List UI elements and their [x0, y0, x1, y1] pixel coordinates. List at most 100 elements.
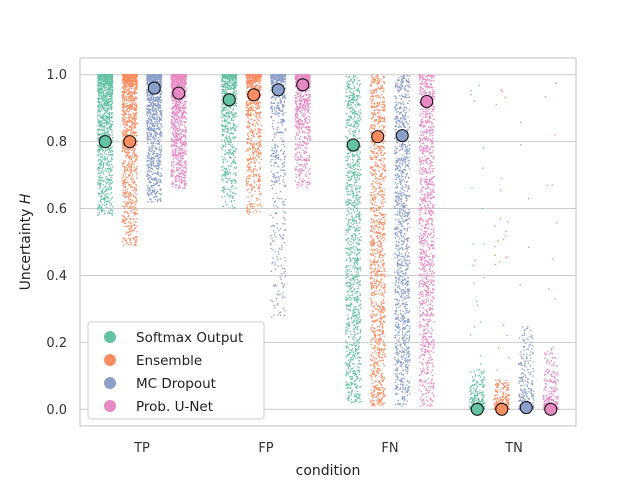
strip-point — [359, 186, 361, 188]
strip-point — [223, 90, 226, 92]
strip-point — [355, 219, 357, 221]
strip-point — [227, 165, 230, 168]
strip-point — [482, 394, 485, 396]
strip-point — [226, 74, 229, 76]
strip-point — [128, 100, 130, 102]
strip-point — [476, 369, 479, 371]
strip-point — [233, 187, 235, 189]
strip-point — [111, 174, 113, 177]
strip-point — [355, 229, 358, 231]
strip-point — [353, 233, 355, 235]
strip-point — [134, 208, 136, 210]
strip-point — [256, 199, 258, 202]
strip-point — [132, 152, 134, 154]
strip-point — [111, 102, 114, 104]
strip-point — [351, 283, 353, 285]
strip-point — [348, 336, 350, 339]
strip-point — [472, 399, 474, 402]
strip-point — [246, 116, 249, 118]
strip-point — [100, 201, 102, 203]
strip-point — [346, 182, 349, 184]
strip-point — [111, 150, 114, 153]
strip-point — [348, 194, 350, 196]
strip-point — [98, 178, 100, 181]
strip-point — [352, 217, 354, 219]
strip-point — [111, 196, 114, 198]
strip-point — [354, 204, 357, 207]
strip-point — [345, 188, 347, 190]
strip-point — [226, 122, 228, 125]
strip-point — [227, 88, 229, 91]
strip-point — [124, 179, 127, 181]
strip-point — [233, 90, 235, 92]
strip-point — [352, 354, 354, 357]
strip-point — [257, 141, 260, 144]
strip-point — [357, 89, 360, 91]
strip-point — [133, 98, 136, 100]
strip-point — [250, 195, 253, 198]
strip-point — [108, 149, 111, 152]
strip-point — [348, 256, 351, 259]
strip-point — [225, 204, 228, 206]
strip-point — [258, 76, 260, 79]
strip-point — [231, 119, 233, 121]
strip-point — [472, 398, 475, 400]
strip-point — [100, 156, 103, 158]
strip-point — [233, 130, 236, 132]
strip-point — [122, 191, 125, 194]
strip-point — [255, 80, 257, 83]
strip-point — [104, 168, 107, 170]
strip-point — [346, 95, 349, 98]
strip-point — [347, 386, 349, 388]
strip-point — [352, 312, 354, 314]
strip-point — [104, 85, 106, 87]
strip-point — [110, 179, 113, 181]
strip-point — [246, 109, 249, 112]
strip-point — [100, 206, 103, 209]
strip-point — [349, 369, 351, 372]
strip-point — [97, 182, 99, 184]
strip-point — [249, 106, 251, 109]
strip-point — [354, 75, 356, 78]
strip-point — [130, 192, 132, 194]
strip-point — [254, 150, 256, 152]
strip-point — [135, 213, 137, 215]
strip-point — [352, 76, 355, 78]
strip-point — [127, 243, 130, 246]
strip-point — [129, 238, 131, 241]
strip-point — [235, 96, 238, 98]
strip-point — [130, 166, 132, 169]
strip-point — [129, 128, 132, 131]
strip-point — [252, 79, 254, 81]
strip-point — [124, 192, 126, 195]
strip-point — [128, 199, 130, 201]
strip-point — [127, 117, 130, 119]
strip-point — [99, 163, 102, 166]
strip-point — [348, 108, 350, 110]
strip-point — [357, 194, 359, 197]
strip-point — [105, 153, 107, 156]
strip-point — [358, 90, 360, 93]
strip-point — [102, 122, 105, 124]
strip-point — [249, 82, 252, 84]
strip-point — [106, 168, 109, 170]
strip-point — [347, 162, 349, 165]
strip-point — [235, 148, 237, 151]
strip-point — [135, 221, 137, 223]
strip-point — [346, 214, 348, 216]
strip-point — [345, 298, 347, 301]
strip-point — [350, 299, 352, 301]
strip-point — [101, 157, 104, 159]
strip-point — [233, 88, 235, 91]
strip-point — [107, 179, 110, 182]
strip-point — [358, 401, 360, 403]
strip-point — [353, 222, 356, 225]
strip-point — [356, 77, 358, 79]
strip-point — [109, 167, 112, 169]
strip-point — [259, 139, 262, 142]
strip-point — [354, 395, 356, 398]
strip-point — [124, 173, 127, 175]
strip-point — [122, 144, 125, 147]
strip-point — [103, 194, 106, 196]
strip-point — [359, 305, 361, 307]
